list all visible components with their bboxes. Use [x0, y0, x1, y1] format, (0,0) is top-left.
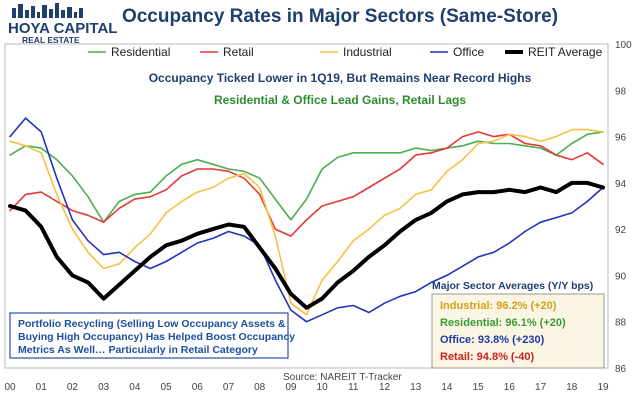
y-tick-label: 90 — [615, 271, 627, 282]
x-tick-label: 03 — [98, 382, 110, 393]
hoya-capital-logo: HOYA CAPITAL REAL ESTATE — [2, 2, 117, 45]
series-line-office — [9, 117, 604, 323]
x-tick-label: 08 — [254, 382, 266, 393]
series-line-residential — [9, 131, 604, 223]
note-line-1: Portfolio Recycling (Selling Low Occupan… — [18, 318, 286, 330]
x-tick-label: 15 — [473, 382, 485, 393]
legend-label-reit-average: REIT Average — [528, 45, 603, 59]
series-line-industrial — [9, 128, 604, 316]
source-note: Source: NAREIT T-Tracker — [283, 372, 402, 383]
legend: Residential Retail Industrial Office REIT Av… — [88, 45, 603, 59]
series-line-reit-average — [8, 180, 605, 310]
plot-frame — [4, 43, 609, 369]
x-tick-label: 12 — [379, 382, 391, 393]
y-tick-label: 94 — [615, 179, 627, 190]
x-tick-label: 11 — [348, 382, 359, 393]
average-industrial: Industrial: 96.2% (+20) — [440, 300, 557, 312]
x-tick-label: 04 — [129, 382, 141, 393]
sector-averages-box: Major Sector Averages (Y/Y bps) Industri… — [431, 280, 605, 369]
average-residential: Residential: 96.1% (+20) — [440, 317, 566, 329]
y-axis: 86 88 90 92 94 96 98 100 — [615, 40, 632, 375]
legend-label-industrial: Industrial — [343, 45, 392, 59]
x-tick-label: 00 — [4, 382, 16, 393]
x-tick-label: 02 — [67, 382, 79, 393]
y-tick-label: 96 — [615, 133, 627, 144]
x-tick-label: 19 — [597, 382, 609, 393]
y-tick-label: 92 — [615, 225, 627, 236]
legend-label-residential: Residential — [111, 45, 170, 59]
average-retail: Retail: 94.8% (-40) — [440, 351, 534, 363]
y-tick-label: 88 — [615, 318, 627, 329]
y-tick-label: 86 — [615, 364, 627, 375]
x-tick-label: 07 — [223, 382, 235, 393]
legend-label-office: Office — [453, 45, 484, 59]
x-tick-label: 16 — [504, 382, 516, 393]
portfolio-note-box: Portfolio Recycling (Selling Low Occupan… — [9, 312, 295, 359]
legend-label-retail: Retail — [223, 45, 254, 59]
x-tick-label: 10 — [317, 382, 329, 393]
x-axis: 00 01 02 03 04 05 06 07 08 09 10 11 12 13 14 15 16 17 18 19 — [4, 382, 609, 393]
x-tick-label: 18 — [566, 382, 578, 393]
x-tick-label: 09 — [285, 382, 297, 393]
x-tick-label: 17 — [535, 382, 547, 393]
y-tick-label: 100 — [615, 40, 632, 51]
chart-subtitle-2: Residential & Office Lead Gains, Retail … — [214, 93, 466, 107]
x-tick-label: 14 — [441, 382, 453, 393]
series-lines — [8, 117, 605, 323]
x-tick-label: 06 — [192, 382, 204, 393]
chart-title: Occupancy Rates in Major Sectors (Same-S… — [122, 6, 558, 27]
y-tick-label: 98 — [615, 86, 627, 97]
series-line-retail — [9, 131, 604, 237]
average-office: Office: 93.8% (+230) — [440, 334, 545, 346]
x-tick-label: 05 — [160, 382, 172, 393]
x-tick-label: 13 — [410, 382, 422, 393]
averages-title: Major Sector Averages (Y/Y bps) — [432, 280, 593, 292]
chart-subtitle: Occupancy Ticked Lower in 1Q19, But Rema… — [149, 71, 532, 85]
x-tick-label: 01 — [36, 382, 48, 393]
logo-line1: HOYA CAPITAL — [8, 20, 117, 37]
logo-line2: REAL ESTATE — [22, 35, 80, 45]
note-line-2: Buying High Occupancy) Has Helped Boost … — [18, 331, 295, 343]
note-line-3: Metrics As Well… Particularly in Retail … — [18, 344, 258, 356]
